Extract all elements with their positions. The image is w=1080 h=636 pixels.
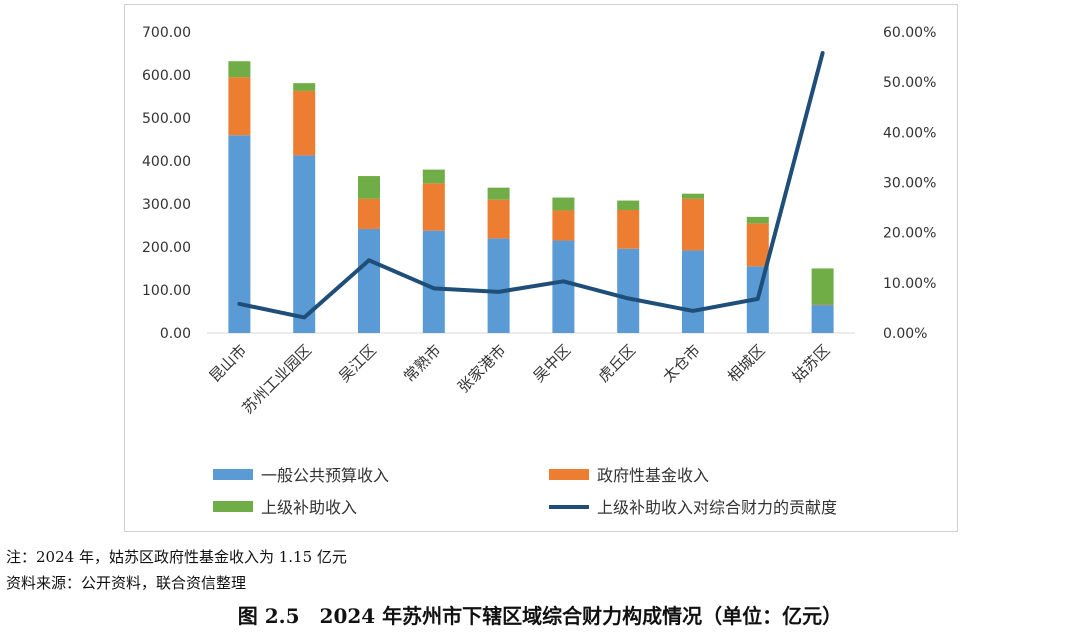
y-left-tick-label: 100.00: [142, 283, 191, 299]
legend-label: 上级补助收入: [261, 498, 357, 517]
y-right-tick-label: 30.00%: [883, 176, 936, 192]
bar-segment-series2: [487, 199, 510, 239]
bar-segment-series1: [422, 230, 445, 333]
line-point: [497, 290, 501, 294]
x-tick-label: 吴中区: [530, 341, 575, 386]
y-left-tick-label: 400.00: [142, 154, 191, 170]
y-left-tick-label: 0.00: [160, 326, 191, 342]
y-right-tick-label: 0.00%: [883, 326, 927, 342]
bar-segment-series3: [228, 61, 251, 78]
bar-segment-series2: [746, 223, 769, 267]
bar-segment-series3: [617, 200, 640, 211]
line-point: [367, 258, 371, 262]
bar-segment-series2: [293, 90, 316, 156]
bar-segment-series2: [422, 183, 445, 231]
y-left-tick-label: 700.00: [142, 25, 191, 41]
bar-segment-series1: [811, 305, 834, 333]
combo-chart: 0.00 100.00 200.00 300.00 400.00 500.00 600.00…: [142, 25, 936, 517]
bar-segment-series3: [746, 216, 769, 224]
data-source: 资料来源：公开资料，联合资信整理: [6, 574, 247, 592]
line-series: [237, 51, 825, 320]
y-right-tick-label: 50.00%: [883, 75, 936, 91]
line-point: [432, 286, 436, 290]
line-point: [691, 309, 695, 313]
y-left-tick-label: 300.00: [142, 197, 191, 213]
line-point: [302, 315, 306, 319]
y-left-tick-label: 200.00: [142, 240, 191, 256]
x-tick-label: 虎丘区: [594, 341, 639, 386]
bar-segment-series3: [422, 169, 445, 184]
bar-segment-series2: [617, 210, 640, 249]
line-point: [237, 302, 241, 306]
x-tick-label: 昆山市: [206, 341, 251, 386]
y-left-tick-label: 600.00: [142, 68, 191, 84]
bar-segment-series2: [682, 198, 704, 251]
legend-swatch: [213, 469, 253, 480]
y-right-tick-label: 60.00%: [883, 25, 936, 41]
legend-label: 一般公共预算收入: [261, 466, 389, 485]
bar-segment-series1: [682, 250, 704, 333]
line-point: [561, 279, 565, 283]
bar-segment-series3: [487, 187, 510, 200]
bar-segment-series3: [682, 193, 704, 199]
bar-segment-series1: [552, 240, 575, 333]
bar-segment-series2: [552, 210, 575, 241]
bar-segment-series3: [358, 176, 380, 199]
bar-segment-series3: [811, 268, 834, 305]
legend-swatch: [549, 469, 589, 480]
y-left-tick-label: 500.00: [142, 111, 191, 127]
x-tick-label: 张家港市: [454, 341, 509, 396]
x-tick-label: 太仓市: [659, 341, 704, 386]
bar-segment-series1: [293, 155, 316, 333]
chart-note: 注：2024 年，姑苏区政府性基金收入为 1.15 亿元: [6, 548, 347, 566]
x-tick-label: 常熟市: [400, 341, 445, 386]
bar-segment-series1: [617, 248, 640, 333]
chart-frame: 0.00 100.00 200.00 300.00 400.00 500.00 600.00…: [124, 4, 958, 532]
bar-segment-series3: [552, 197, 575, 211]
bar-segment-series2: [358, 198, 380, 229]
y-right-tick-label: 10.00%: [883, 276, 936, 292]
bar-segment-series1: [487, 238, 510, 333]
line-point: [626, 296, 630, 300]
x-tick-label: 吴江区: [335, 341, 380, 386]
bar-segment-series2: [228, 77, 251, 136]
bar-segment-series1: [358, 228, 380, 333]
y-right-tick-label: 20.00%: [883, 226, 936, 242]
y-right-tick-label: 40.00%: [883, 125, 936, 141]
line-point: [756, 297, 760, 301]
x-tick-label: 苏州工业园区: [239, 341, 315, 417]
figure-caption: 图 2.5 2024 年苏州市下辖区域综合财力构成情况（单位：亿元）: [237, 604, 843, 628]
x-tick-label: 相城区: [724, 341, 769, 386]
bar-segment-series1: [228, 135, 251, 333]
legend-label: 政府性基金收入: [597, 466, 709, 485]
legend-label: 上级补助收入对综合财力的贡献度: [597, 498, 837, 517]
x-tick-label: 姑苏区: [789, 341, 834, 386]
bar-segment-series3: [293, 83, 316, 91]
legend-swatch: [213, 501, 253, 512]
line-point: [821, 51, 825, 55]
